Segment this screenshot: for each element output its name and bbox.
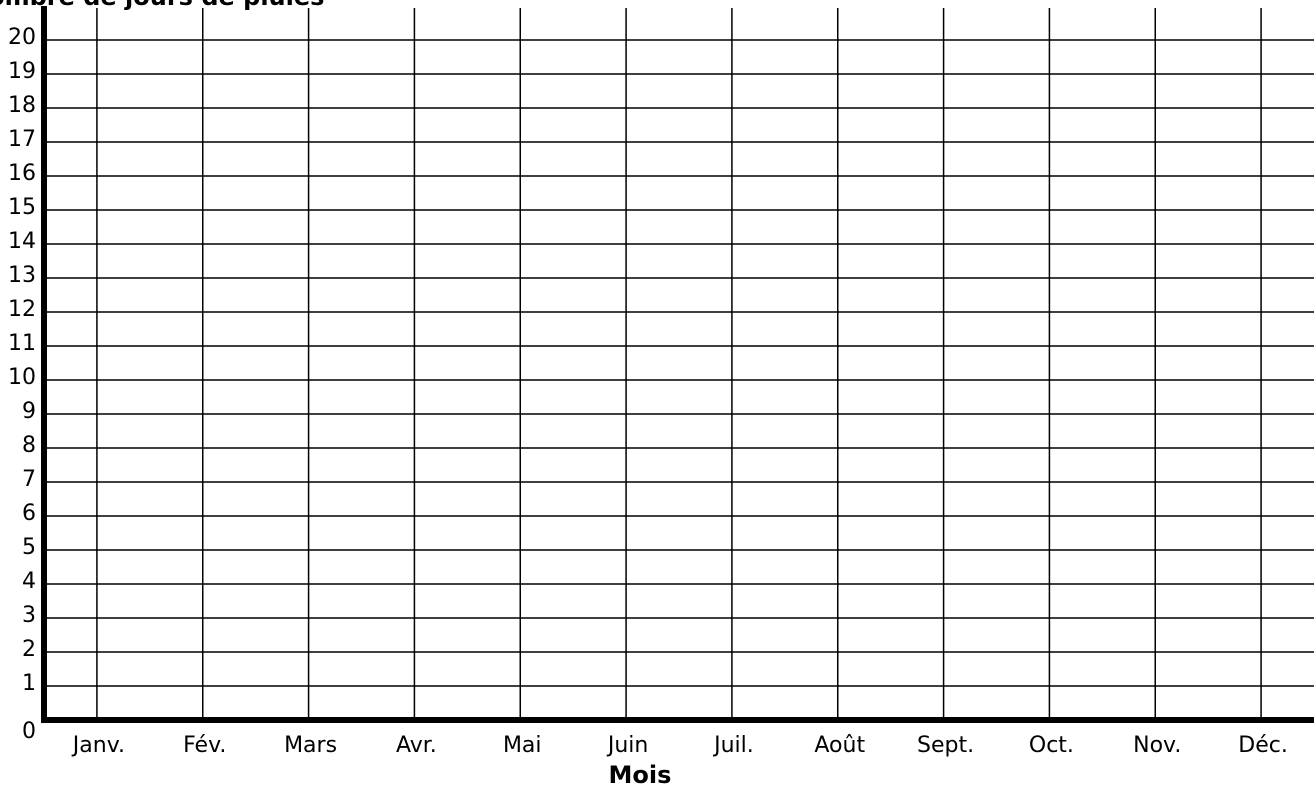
x-tick-label: Mai xyxy=(503,733,542,758)
y-tick-label: 20 xyxy=(8,25,36,50)
x-tick-label: Janv. xyxy=(71,733,125,758)
y-tick-label: 4 xyxy=(22,569,36,594)
chart-title: Nombre de jours de pluies xyxy=(0,0,324,11)
y-tick-label: 17 xyxy=(8,127,36,152)
y-tick-label: 1 xyxy=(22,671,36,696)
y-tick-label: 5 xyxy=(22,535,36,560)
x-tick-label: Mars xyxy=(284,733,337,758)
y-tick-label: 0 xyxy=(22,719,36,744)
y-tick-label: 12 xyxy=(8,297,36,322)
y-tick-label: 14 xyxy=(8,229,36,254)
y-tick-label: 15 xyxy=(8,195,36,220)
x-tick-label: Avr. xyxy=(396,733,437,758)
y-tick-label: 13 xyxy=(8,263,36,288)
y-tick-label: 16 xyxy=(8,161,36,186)
x-tick-label: Oct. xyxy=(1029,733,1074,758)
y-tick-label: 10 xyxy=(8,365,36,390)
x-axis-label: Mois xyxy=(609,761,672,789)
y-tick-label: 18 xyxy=(8,93,36,118)
x-tick-label: Fév. xyxy=(183,733,226,758)
y-tick-label: 9 xyxy=(22,399,36,424)
x-tick-label: Juin xyxy=(606,733,649,758)
y-tick-label: 2 xyxy=(22,637,36,662)
x-tick-label: Sept. xyxy=(917,733,974,758)
x-tick-label: Juil. xyxy=(712,733,754,758)
y-tick-label: 8 xyxy=(22,433,36,458)
x-tick-label: Déc. xyxy=(1238,733,1288,758)
x-tick-label: Août xyxy=(814,733,865,758)
x-tick-label: Nov. xyxy=(1133,733,1181,758)
y-tick-label: 3 xyxy=(22,603,36,628)
y-tick-label: 19 xyxy=(8,59,36,84)
y-tick-label: 11 xyxy=(8,331,36,356)
y-tick-label: 7 xyxy=(22,467,36,492)
y-tick-label: 6 xyxy=(22,501,36,526)
